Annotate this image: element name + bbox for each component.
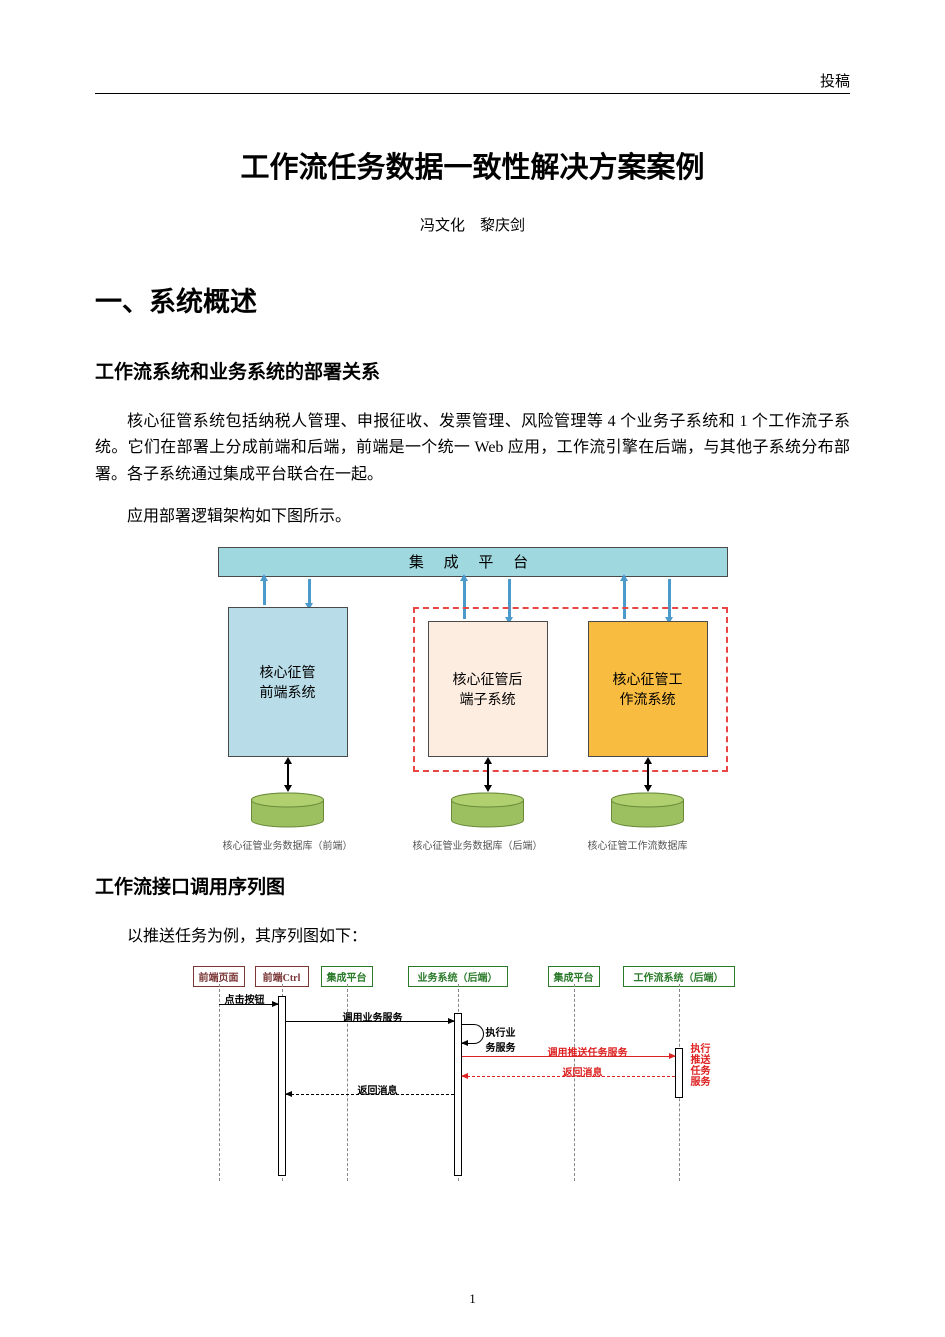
database-icon xyxy=(250,792,325,830)
backend-box: 核心征管后 端子系统 xyxy=(428,621,548,757)
arrow-icon xyxy=(508,579,511,619)
architecture-diagram: 集 成 平 台 核心征管 前端系统 核心征管后 端子系统 核心征管工 作流系统 … xyxy=(193,547,753,852)
message-label: 调用推送任务服务 xyxy=(548,1044,628,1059)
activation-bar xyxy=(454,1013,462,1176)
arrow-icon xyxy=(487,762,489,787)
message-label: 返回消息 xyxy=(358,1082,398,1097)
doc-authors: 冯文化 黎庆剑 xyxy=(95,214,850,235)
db-label: 核心征管工作流数据库 xyxy=(553,837,723,852)
activation-bar xyxy=(675,1048,683,1098)
message-label: 执行业 务服务 xyxy=(486,1024,516,1054)
message-label: 执行 推送 任务 服务 xyxy=(691,1044,711,1088)
message-label: 点击按钮 xyxy=(225,991,265,1006)
lifeline xyxy=(219,984,220,1181)
doc-title: 工作流任务数据一致性解决方案案例 xyxy=(95,144,850,186)
arrow-icon xyxy=(263,579,266,605)
section-1-heading: 一、系统概述 xyxy=(95,280,850,319)
arrow-icon xyxy=(647,762,649,787)
arrow-icon xyxy=(463,579,466,619)
database-icon xyxy=(450,792,525,830)
arrow-icon xyxy=(623,579,626,619)
message-label: 返回消息 xyxy=(563,1064,603,1079)
para-3: 以推送任务为例，其序列图如下： xyxy=(95,924,850,950)
para-1: 核心征管系统包括纳税人管理、申报征收、发票管理、风险管理等 4 个业务子系统和 … xyxy=(95,409,850,488)
sequence-diagram: 前端页面前端Ctrl集成平台业务系统（后端）集成平台工作流系统（后端） 点击按钮… xyxy=(193,966,753,1181)
db-label: 核心征管业务数据库（后端） xyxy=(393,837,563,852)
page-number: 1 xyxy=(0,1291,945,1307)
activation-bar xyxy=(278,996,286,1176)
database-icon xyxy=(610,792,685,830)
page-header: 投稿 xyxy=(95,70,850,94)
lifeline xyxy=(574,984,575,1181)
self-call xyxy=(462,1024,484,1044)
para-2: 应用部署逻辑架构如下图所示。 xyxy=(95,504,850,530)
subsection-1-heading: 工作流系统和业务系统的部署关系 xyxy=(95,357,850,384)
arrow-icon xyxy=(287,762,289,787)
arrow-icon xyxy=(308,579,311,605)
workflow-box: 核心征管工 作流系统 xyxy=(588,621,708,757)
platform-bar: 集 成 平 台 xyxy=(218,547,728,577)
subsection-2-heading: 工作流接口调用序列图 xyxy=(95,872,850,899)
db-label: 核心征管业务数据库（前端） xyxy=(203,837,373,852)
header-tag: 投稿 xyxy=(820,74,850,90)
frontend-box: 核心征管 前端系统 xyxy=(228,607,348,757)
message-label: 调用业务服务 xyxy=(343,1009,403,1024)
arrow-icon xyxy=(668,579,671,619)
